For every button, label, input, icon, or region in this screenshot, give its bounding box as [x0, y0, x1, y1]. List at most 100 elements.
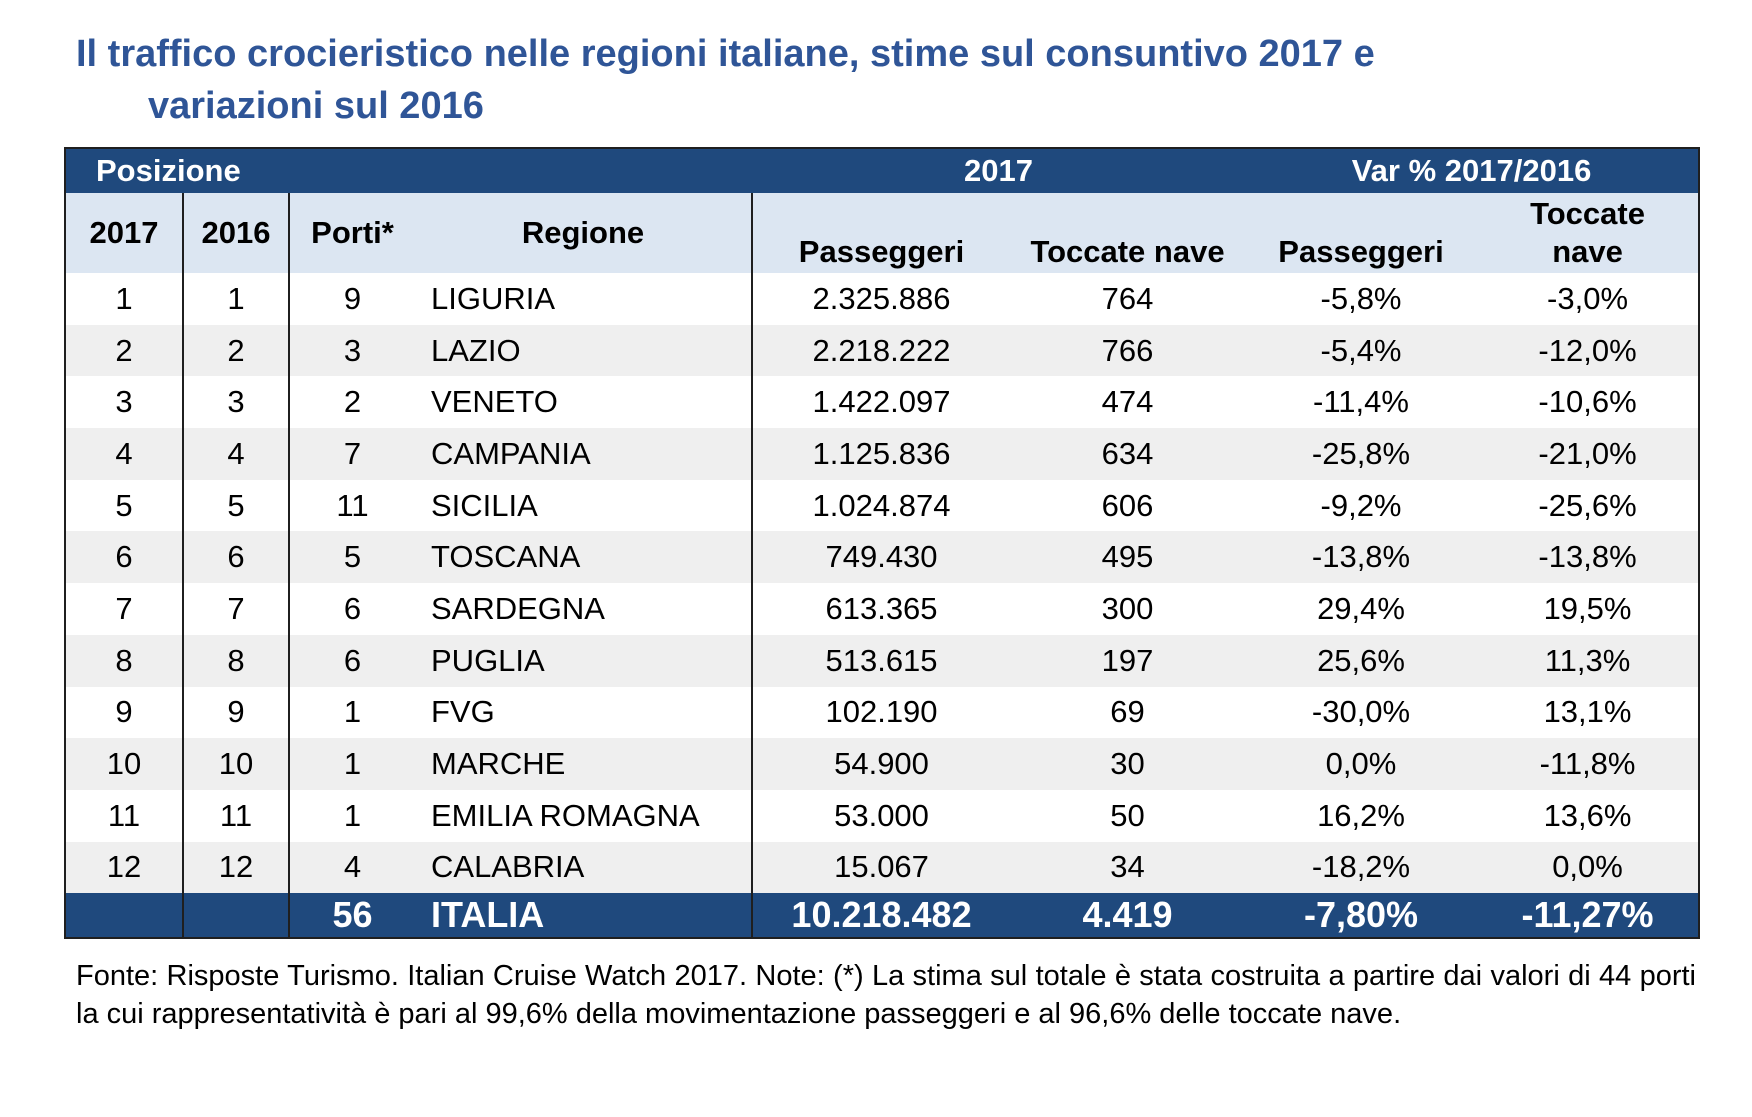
table-column-headers: 2017 2016 Porti* Regione Passeggeri Tocc…	[66, 193, 1699, 273]
cell-var-passeggeri: -18,2%	[1245, 841, 1478, 894]
cell-passeggeri: 613.365	[752, 583, 1011, 635]
cell-var-passeggeri: -30,0%	[1245, 686, 1478, 739]
header-toccate-nave: Toccate nave	[1010, 193, 1246, 273]
cell-var-toccate: -21,0%	[1477, 428, 1699, 480]
cell-pos-2016: 2	[183, 324, 290, 377]
cell-passeggeri: 2.325.886	[752, 273, 1011, 325]
header-passeggeri: Passeggeri	[752, 193, 1011, 273]
cell-porti: 5	[289, 531, 415, 584]
title-line-2: variazioni sul 2016	[148, 85, 484, 127]
cell-pos-2017: 8	[66, 634, 184, 687]
cruise-traffic-table: Posizione 2017 Var % 2017/2016 2017 2016…	[64, 147, 1700, 940]
table-row: 10 10 1 MARCHE 54.900 30 0,0% -11,8%	[66, 738, 1699, 790]
cell-pos-2017: 12	[66, 841, 184, 894]
table-total-row: 56 ITALIA 10.218.482 4.419 -7,80% -11,27…	[66, 893, 1699, 938]
cell-var-passeggeri: -5,4%	[1245, 324, 1478, 377]
cell-pos-2017: 1	[66, 273, 184, 325]
cell-pos-2016: 10	[183, 738, 290, 790]
cell-pos-2017: 5	[66, 479, 184, 532]
cell-pos-2016: 9	[183, 686, 290, 739]
total-passeggeri: 10.218.482	[752, 893, 1011, 938]
cell-porti: 3	[289, 324, 415, 377]
cell-pos-2017: 3	[66, 376, 184, 429]
cell-regione: MARCHE	[415, 738, 754, 790]
total-regione: ITALIA	[415, 893, 754, 938]
cell-porti: 1	[289, 738, 415, 790]
cell-regione: VENETO	[415, 376, 754, 429]
table-row: 9 9 1 FVG 102.190 69 -30,0% 13,1%	[66, 686, 1699, 739]
cell-porti: 6	[289, 634, 415, 687]
total-var-toccate: -11,27%	[1477, 893, 1699, 938]
table-row: 4 4 7 CAMPANIA 1.125.836 634 -25,8% -21,0%	[66, 428, 1699, 480]
cell-passeggeri: 513.615	[752, 634, 1011, 687]
cell-passeggeri: 1.024.874	[752, 479, 1011, 532]
cell-toccate: 474	[1010, 376, 1246, 429]
cell-regione: EMILIA ROMAGNA	[415, 789, 754, 842]
cell-pos-2017: 2	[66, 324, 184, 377]
cell-pos-2016: 12	[183, 841, 290, 894]
header-var-passeggeri: Passeggeri	[1245, 193, 1478, 273]
band-var: Var % 2017/2016	[1245, 149, 1699, 193]
total-var-passeggeri: -7,80%	[1245, 893, 1478, 938]
cell-var-passeggeri: -9,2%	[1245, 479, 1478, 532]
cell-regione: TOSCANA	[415, 531, 754, 584]
cell-var-passeggeri: 25,6%	[1245, 634, 1478, 687]
cell-var-toccate: -10,6%	[1477, 376, 1699, 429]
total-empty-2017	[66, 893, 184, 938]
cell-passeggeri: 1.422.097	[752, 376, 1011, 429]
cell-regione: CAMPANIA	[415, 428, 754, 480]
cell-regione: PUGLIA	[415, 634, 754, 687]
cell-toccate: 300	[1010, 583, 1246, 635]
page-title: Il traffico crocieristico nelle regioni …	[76, 28, 1716, 132]
cell-toccate: 606	[1010, 479, 1246, 532]
header-regione: Regione	[415, 193, 754, 273]
table-row: 12 12 4 CALABRIA 15.067 34 -18,2% 0,0%	[66, 841, 1699, 894]
cell-var-toccate: 11,3%	[1477, 634, 1699, 687]
cell-pos-2017: 9	[66, 686, 184, 739]
cell-pos-2016: 6	[183, 531, 290, 584]
title-line-1: Il traffico crocieristico nelle regioni …	[76, 33, 1375, 75]
table-row: 2 2 3 LAZIO 2.218.222 766 -5,4% -12,0%	[66, 324, 1699, 377]
cell-regione: FVG	[415, 686, 754, 739]
cell-porti: 9	[289, 273, 415, 325]
cell-porti: 1	[289, 789, 415, 842]
cell-var-toccate: -12,0%	[1477, 324, 1699, 377]
cell-var-toccate: 13,6%	[1477, 789, 1699, 842]
total-toccate: 4.419	[1010, 893, 1246, 938]
cell-passeggeri: 1.125.836	[752, 428, 1011, 480]
cell-toccate: 30	[1010, 738, 1246, 790]
cell-toccate: 34	[1010, 841, 1246, 894]
table-row: 5 5 11 SICILIA 1.024.874 606 -9,2% -25,6%	[66, 479, 1699, 532]
cell-toccate: 197	[1010, 634, 1246, 687]
cell-porti: 4	[289, 841, 415, 894]
table-row: 7 7 6 SARDEGNA 613.365 300 29,4% 19,5%	[66, 583, 1699, 635]
cell-var-toccate: -13,8%	[1477, 531, 1699, 584]
cell-regione: CALABRIA	[415, 841, 754, 894]
cell-regione: SARDEGNA	[415, 583, 754, 635]
cell-var-toccate: 0,0%	[1477, 841, 1699, 894]
total-empty-2016	[183, 893, 290, 938]
cell-passeggeri: 53.000	[752, 789, 1011, 842]
table-row: 3 3 2 VENETO 1.422.097 474 -11,4% -10,6%	[66, 376, 1699, 429]
cell-regione: LIGURIA	[415, 273, 754, 325]
cell-var-passeggeri: 0,0%	[1245, 738, 1478, 790]
table-row: 8 8 6 PUGLIA 513.615 197 25,6% 11,3%	[66, 634, 1699, 687]
cell-pos-2016: 1	[183, 273, 290, 325]
cell-pos-2016: 3	[183, 376, 290, 429]
cell-pos-2016: 7	[183, 583, 290, 635]
cell-pos-2017: 7	[66, 583, 184, 635]
cell-regione: SICILIA	[415, 479, 754, 532]
cell-var-toccate: -3,0%	[1477, 273, 1699, 325]
cell-pos-2017: 11	[66, 789, 184, 842]
cell-var-passeggeri: 16,2%	[1245, 789, 1478, 842]
cell-pos-2016: 5	[183, 479, 290, 532]
cell-passeggeri: 749.430	[752, 531, 1011, 584]
cell-var-passeggeri: -13,8%	[1245, 531, 1478, 584]
header-porti: Porti*	[289, 193, 415, 273]
header-2016: 2016	[183, 193, 290, 273]
header-var-toccate-line2: nave	[1552, 234, 1623, 269]
band-posizione: Posizione	[66, 149, 753, 193]
cell-pos-2016: 11	[183, 789, 290, 842]
source-note: Fonte: Risposte Turismo. Italian Cruise …	[76, 960, 1696, 1030]
cell-pos-2017: 10	[66, 738, 184, 790]
